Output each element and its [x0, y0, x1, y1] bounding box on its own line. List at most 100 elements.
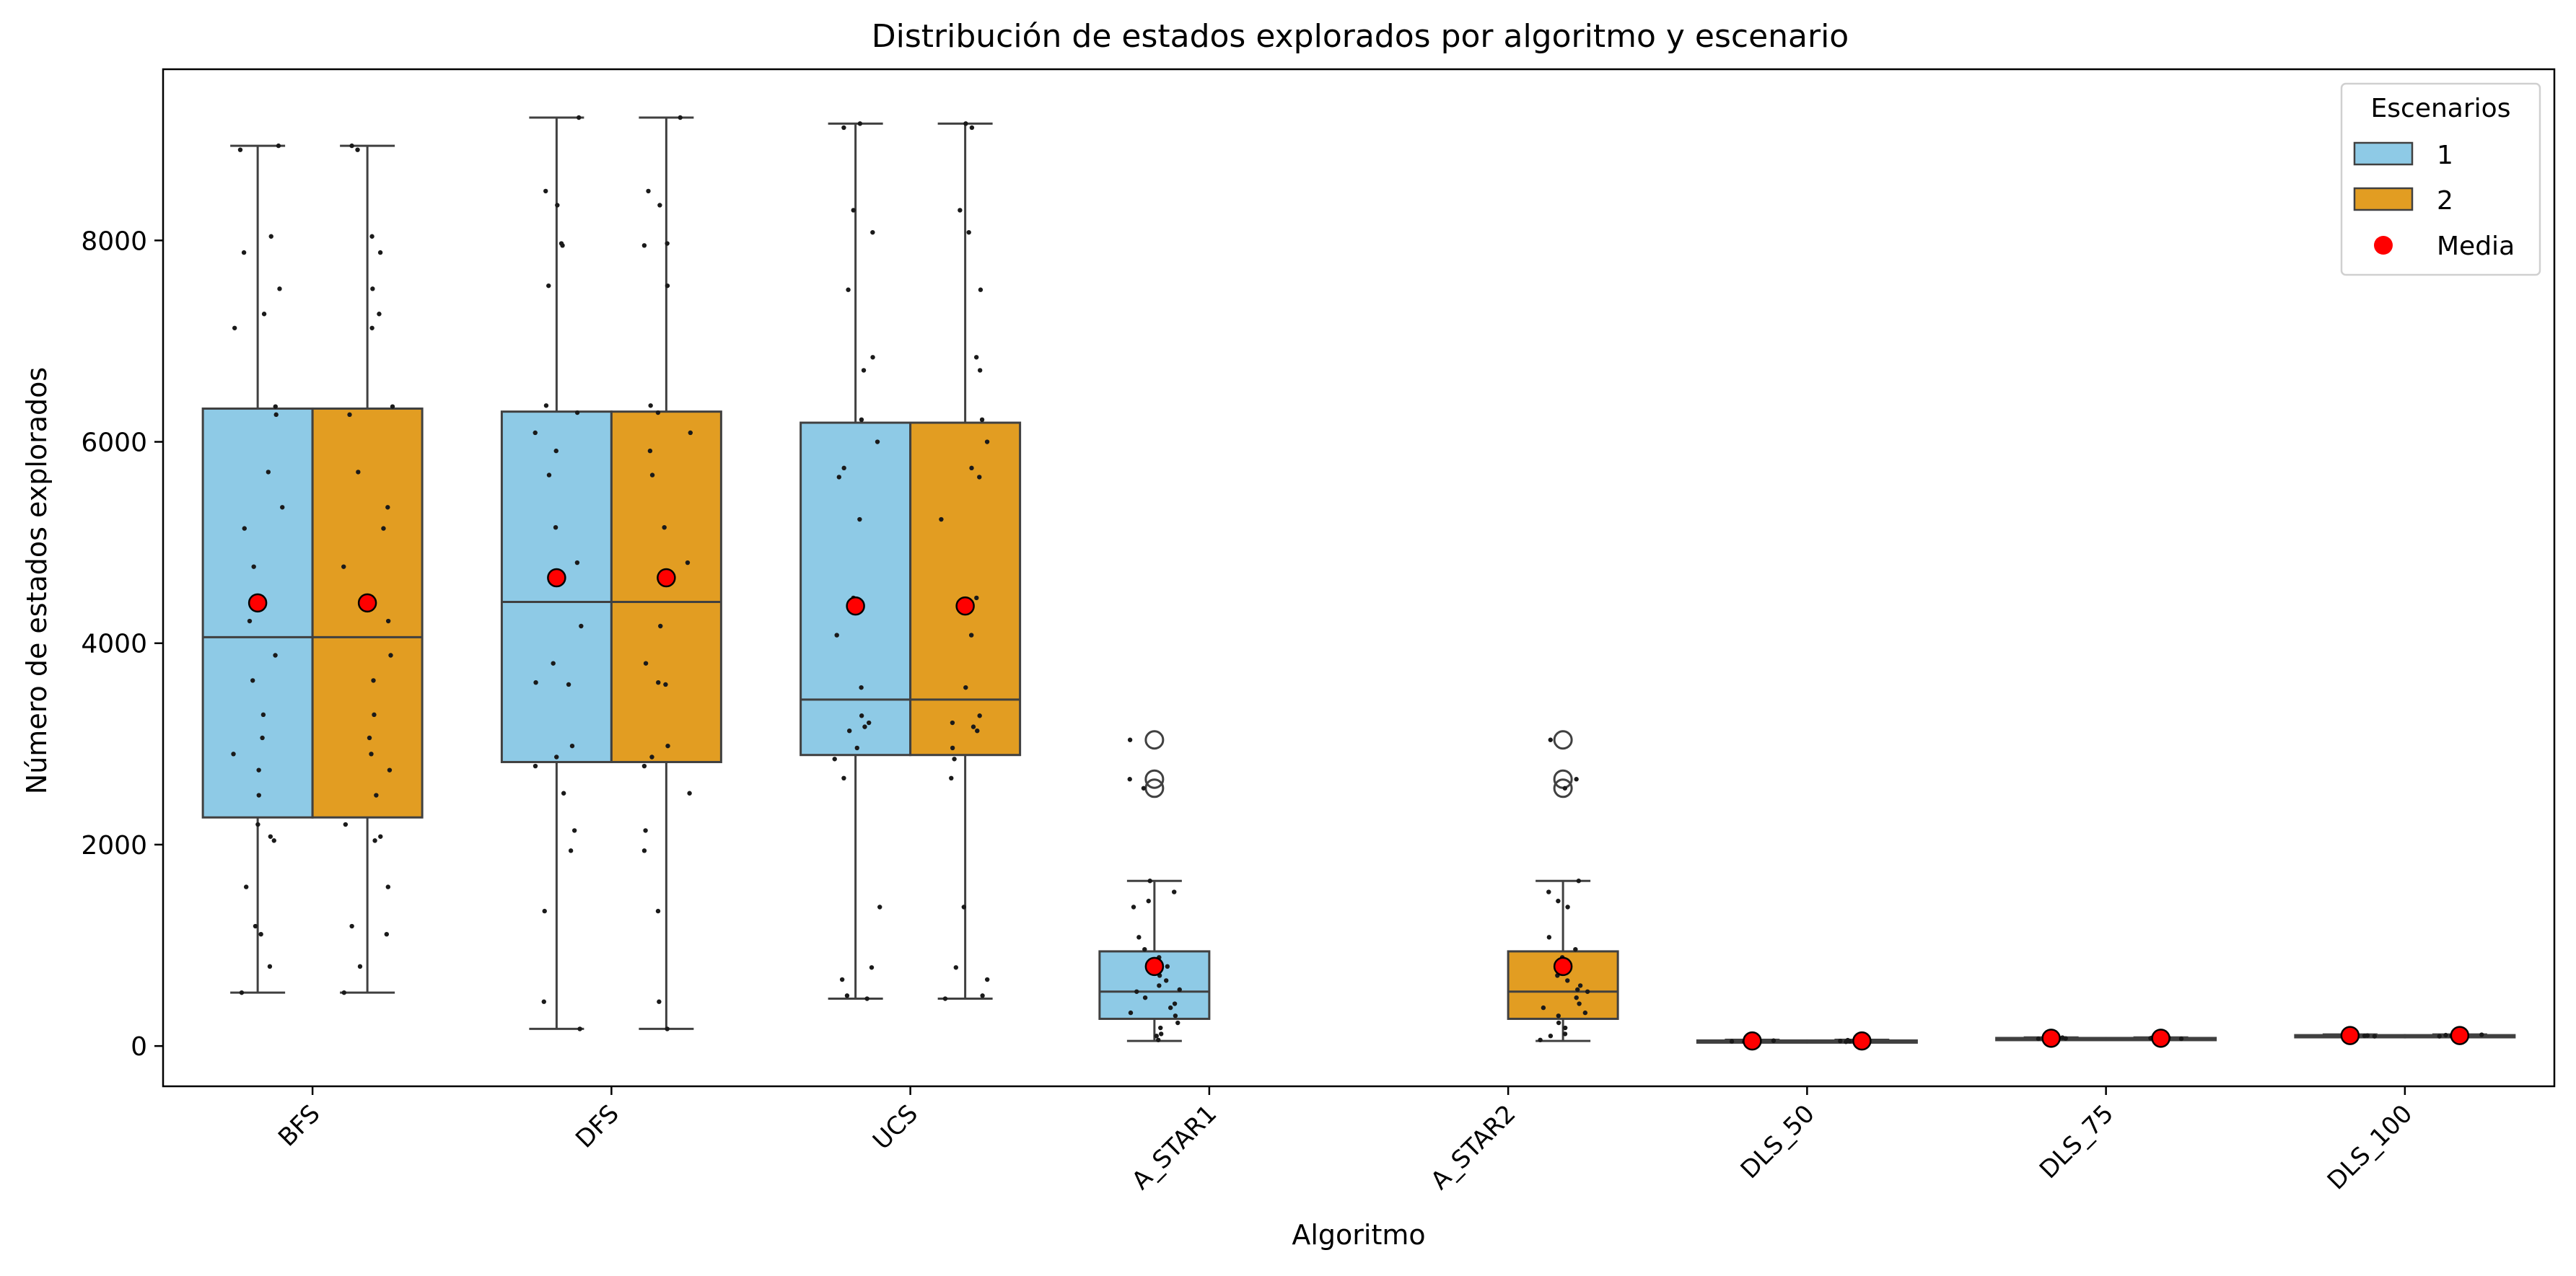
- data-point: [543, 188, 548, 194]
- data-point: [1134, 989, 1139, 994]
- data-point: [541, 999, 546, 1004]
- data-point: [553, 524, 558, 530]
- data-point: [369, 234, 374, 239]
- data-point: [1541, 1005, 1546, 1011]
- data-point: [241, 250, 247, 255]
- data-point: [2060, 1035, 2065, 1040]
- data-point: [347, 412, 352, 418]
- data-point: [533, 679, 538, 685]
- box-group-ucs-scenario-1: [799, 121, 912, 1001]
- box-iqr: [909, 421, 1022, 757]
- data-point: [950, 720, 955, 726]
- data-point: [1562, 1031, 1568, 1037]
- mean-marker: [846, 596, 865, 616]
- box-group-dls_50-scenario-1: [1696, 1031, 1808, 1051]
- data-point: [546, 472, 552, 478]
- data-point: [1838, 1038, 1843, 1044]
- data-point: [381, 526, 386, 531]
- data-point: [566, 682, 571, 687]
- data-point: [231, 752, 236, 757]
- data-point: [341, 990, 347, 995]
- data-point: [273, 653, 278, 658]
- data-point: [841, 775, 846, 781]
- data-point: [2372, 1034, 2378, 1039]
- data-point: [378, 834, 383, 839]
- box-group-dfs-scenario-1: [500, 115, 613, 1031]
- data-point: [543, 403, 549, 408]
- data-point: [261, 312, 267, 317]
- data-point: [958, 208, 963, 213]
- data-point: [1142, 995, 1148, 1000]
- data-point: [646, 188, 651, 194]
- data-point: [546, 283, 551, 289]
- data-point: [665, 283, 670, 289]
- axes-frame: [162, 68, 2556, 1088]
- box-group-dls_100-scenario-1: [2294, 1026, 2406, 1045]
- data-point: [551, 661, 556, 666]
- box-iqr: [311, 407, 424, 819]
- data-point: [1163, 978, 1169, 983]
- data-point: [574, 410, 580, 415]
- data-point: [641, 763, 647, 769]
- data-point: [1158, 1025, 1163, 1031]
- data-point: [969, 465, 974, 471]
- y-tick-label: 4000: [81, 630, 147, 659]
- data-point: [1556, 898, 1561, 904]
- data-point: [864, 996, 869, 1001]
- legend-label: Media: [2437, 232, 2515, 261]
- data-point: [1173, 1013, 1178, 1018]
- data-point: [869, 965, 875, 970]
- data-point: [836, 475, 841, 480]
- data-point: [861, 368, 867, 373]
- data-point: [1548, 737, 1553, 742]
- data-point: [553, 448, 558, 454]
- data-point: [952, 757, 957, 762]
- data-point: [1562, 786, 1568, 791]
- data-point: [678, 115, 683, 120]
- data-point: [1582, 1010, 1588, 1016]
- data-point: [576, 115, 582, 120]
- data-point: [370, 286, 375, 291]
- y-tick-label: 2000: [81, 831, 147, 861]
- data-point: [961, 905, 967, 910]
- data-point: [1141, 786, 1147, 791]
- data-point: [533, 430, 538, 436]
- data-point: [242, 526, 247, 531]
- data-point: [2437, 1034, 2442, 1039]
- data-point: [1577, 1001, 1582, 1006]
- data-point: [1565, 905, 1570, 910]
- data-point: [688, 430, 693, 436]
- y-tick-label: 0: [131, 1032, 147, 1062]
- data-point: [1573, 946, 1578, 952]
- data-point: [649, 472, 655, 478]
- data-point: [1172, 889, 1177, 894]
- data-point: [1175, 1020, 1180, 1026]
- data-point: [1574, 777, 1579, 782]
- data-point: [846, 728, 852, 734]
- data-point: [854, 745, 859, 751]
- data-point: [844, 993, 850, 998]
- legend-swatch-1: [2353, 141, 2414, 166]
- data-point: [1548, 1033, 1554, 1039]
- data-point: [834, 633, 839, 638]
- data-point: [1574, 995, 1579, 1000]
- data-point: [939, 516, 944, 522]
- box-group-dls_50-scenario-2: [1805, 1031, 1918, 1051]
- data-point: [655, 410, 661, 415]
- data-point: [277, 286, 282, 291]
- box-iqr: [201, 407, 314, 819]
- data-point: [2036, 1036, 2041, 1042]
- data-point: [260, 735, 265, 741]
- data-point: [390, 404, 395, 409]
- data-point: [385, 505, 390, 510]
- mean-marker: [1743, 1031, 1762, 1051]
- data-point: [641, 848, 647, 853]
- data-point: [369, 752, 374, 757]
- data-point: [1136, 935, 1142, 940]
- data-point: [372, 712, 377, 718]
- data-point: [963, 685, 968, 690]
- data-point: [1546, 935, 1552, 940]
- data-point: [984, 977, 990, 982]
- data-point: [870, 229, 875, 235]
